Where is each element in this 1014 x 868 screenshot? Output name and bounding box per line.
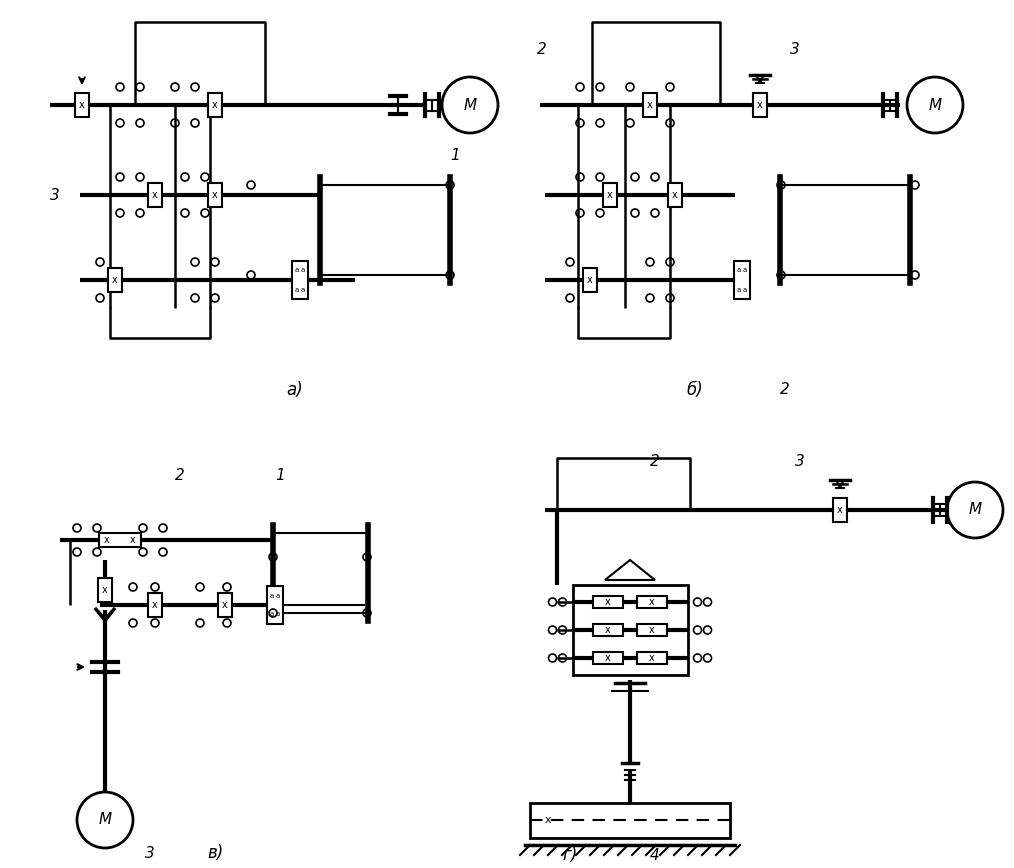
Bar — [267, 586, 283, 624]
Text: a: a — [295, 267, 299, 273]
Bar — [273, 532, 367, 613]
Text: 3: 3 — [145, 845, 155, 860]
Text: a: a — [743, 267, 747, 273]
Text: 1: 1 — [275, 468, 285, 483]
Bar — [218, 593, 232, 617]
Text: x: x — [152, 190, 158, 200]
Text: x: x — [113, 275, 118, 285]
Bar — [573, 585, 687, 675]
Bar — [593, 652, 623, 664]
Bar — [98, 578, 112, 602]
Bar — [668, 183, 682, 207]
Bar — [530, 803, 730, 838]
Text: a: a — [301, 267, 305, 273]
Bar — [320, 185, 450, 275]
Text: a: a — [276, 611, 280, 617]
Bar — [583, 268, 597, 292]
Text: x: x — [152, 600, 158, 610]
Text: x: x — [545, 815, 552, 825]
Circle shape — [907, 77, 963, 133]
Bar — [637, 596, 667, 608]
Text: x: x — [757, 100, 763, 110]
Text: x: x — [130, 535, 136, 545]
Circle shape — [442, 77, 498, 133]
Polygon shape — [605, 560, 655, 580]
Text: a: a — [743, 286, 747, 293]
Bar — [75, 93, 89, 117]
Bar — [753, 93, 767, 117]
Text: a: a — [270, 593, 274, 599]
Text: x: x — [102, 585, 107, 595]
Bar — [208, 93, 222, 117]
Bar — [148, 183, 162, 207]
Text: x: x — [104, 535, 110, 545]
Text: 3: 3 — [50, 187, 60, 202]
Text: a: a — [295, 286, 299, 293]
Bar — [603, 183, 617, 207]
Bar — [734, 261, 750, 299]
Text: 2: 2 — [175, 468, 185, 483]
Bar — [292, 261, 308, 299]
Bar — [832, 498, 847, 522]
Text: М: М — [968, 503, 982, 517]
Text: x: x — [222, 600, 228, 610]
Circle shape — [77, 792, 133, 848]
Text: М: М — [929, 97, 942, 113]
Text: x: x — [672, 190, 678, 200]
Text: a: a — [301, 286, 305, 293]
Text: x: x — [605, 653, 610, 663]
Text: a: a — [270, 611, 274, 617]
Text: а): а) — [287, 381, 303, 399]
Text: x: x — [647, 100, 653, 110]
Text: б): б) — [686, 381, 704, 399]
Text: x: x — [649, 625, 655, 635]
Bar — [637, 652, 667, 664]
Text: x: x — [79, 100, 85, 110]
Text: a: a — [276, 593, 280, 599]
Bar — [593, 596, 623, 608]
Text: x: x — [838, 505, 843, 515]
Circle shape — [947, 482, 1003, 538]
Text: 1: 1 — [450, 148, 460, 162]
Bar — [208, 183, 222, 207]
Bar — [637, 624, 667, 636]
Text: 4: 4 — [650, 847, 660, 863]
Text: 3: 3 — [795, 455, 805, 470]
Text: x: x — [212, 190, 218, 200]
Text: г): г) — [563, 846, 578, 864]
Text: x: x — [605, 597, 610, 607]
Bar — [643, 93, 657, 117]
Text: x: x — [649, 653, 655, 663]
Text: 3: 3 — [790, 43, 800, 57]
Text: a: a — [737, 286, 741, 293]
Text: x: x — [212, 100, 218, 110]
Bar — [99, 533, 141, 547]
Text: x: x — [649, 597, 655, 607]
Text: 2: 2 — [650, 455, 660, 470]
Text: x: x — [605, 625, 610, 635]
Bar — [593, 624, 623, 636]
Text: М: М — [463, 97, 477, 113]
Text: 2: 2 — [537, 43, 547, 57]
Text: x: x — [607, 190, 612, 200]
Text: 2: 2 — [780, 383, 790, 398]
Bar — [148, 593, 162, 617]
Bar — [108, 268, 122, 292]
Text: в): в) — [207, 844, 223, 862]
Text: a: a — [737, 267, 741, 273]
Bar — [780, 185, 910, 275]
Text: М: М — [98, 812, 112, 827]
Text: x: x — [587, 275, 593, 285]
